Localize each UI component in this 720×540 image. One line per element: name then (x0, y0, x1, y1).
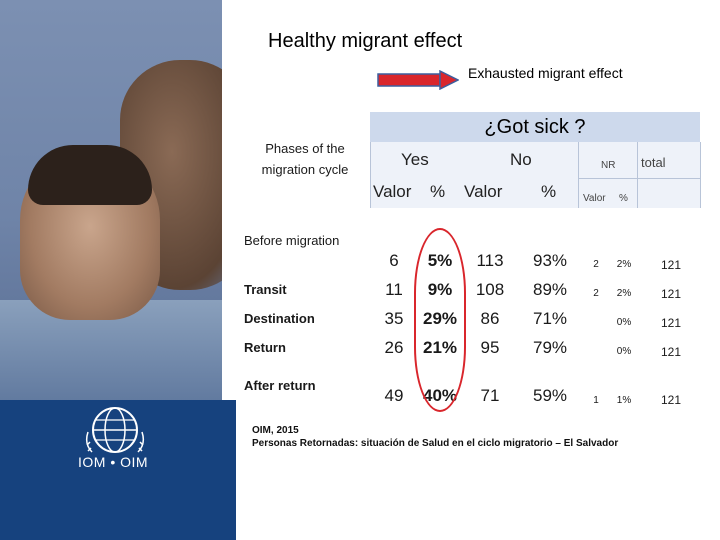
nr-valor-header: Valor (583, 193, 606, 204)
cell-no-pct: 93% (532, 251, 568, 270)
cell-yes-pct: 29% (422, 309, 458, 328)
cell-no-valor: 86 (480, 309, 500, 328)
row-header-label: Phases of the migration cycle (261, 141, 349, 177)
grid-line (370, 142, 371, 208)
grid-line (637, 142, 638, 208)
cell-no-pct: 71% (532, 309, 568, 328)
group-no-header: No (510, 150, 532, 169)
logo-text: IOM • OIM (78, 454, 149, 470)
row-label-destination: Destination (244, 311, 315, 326)
yes-pct-header: % (430, 182, 446, 201)
yes-valor-header: Valor (373, 182, 412, 201)
row-label-before-migration: Before migration (244, 233, 340, 248)
row-label-transit: Transit (244, 282, 287, 297)
group-total-header: total (641, 155, 666, 170)
row-label-return: Return (244, 340, 286, 355)
cell-yes-pct: 9% (427, 280, 453, 299)
cell-nr-pct: 2% (616, 288, 632, 299)
cell-yes-valor: 26 (384, 338, 404, 357)
arrow-right-icon (377, 70, 459, 90)
cell-yes-valor: 11 (385, 280, 403, 299)
photo-child-hair (28, 145, 152, 205)
cell-no-pct: 59% (532, 386, 568, 405)
table-header-bar (370, 112, 700, 142)
cell-total: 121 (660, 258, 682, 272)
cell-no-pct: 89% (532, 280, 568, 299)
cell-no-valor: 71 (480, 386, 500, 405)
cell-nr-pct: 1% (616, 395, 632, 406)
page-title: Healthy migrant effect (268, 30, 463, 52)
group-yes-header: Yes (401, 150, 429, 169)
cell-yes-valor: 49 (384, 386, 404, 405)
iom-globe-logo (85, 407, 145, 453)
cell-nr-valor: 1 (593, 395, 599, 406)
nr-pct-header: % (619, 193, 628, 204)
grid-line (578, 142, 579, 208)
cell-total: 121 (660, 287, 682, 301)
group-nr-header: NR (601, 160, 616, 171)
row-label-after-return: After return (244, 378, 316, 393)
sidebar-brand-panel (0, 400, 236, 540)
source-note: OIM, 2015 Personas Retornadas: situación… (252, 424, 618, 450)
cell-total: 121 (660, 345, 682, 359)
highlight-oval (414, 228, 466, 412)
page-subtitle: Exhausted migrant effect (468, 65, 623, 81)
table-main-header: ¿Got sick ? (484, 116, 586, 138)
grid-line (700, 142, 701, 208)
cell-no-valor: 108 (475, 280, 505, 299)
no-valor-header: Valor (464, 182, 503, 201)
table-subheader-area (370, 142, 700, 208)
cell-nr-valor: 2 (593, 259, 599, 270)
grid-line (578, 178, 700, 179)
cell-yes-pct: 21% (422, 338, 458, 357)
cell-no-valor: 95 (480, 338, 500, 357)
cell-total: 121 (660, 316, 682, 330)
cell-nr-pct: 0% (616, 346, 632, 357)
cell-no-valor: 113 (476, 251, 504, 270)
cell-total: 121 (660, 393, 682, 407)
no-pct-header: % (541, 182, 557, 201)
cell-nr-pct: 0% (616, 317, 632, 328)
cell-nr-valor: 2 (593, 288, 599, 299)
source-line-2: Personas Retornadas: situación de Salud … (252, 438, 619, 449)
cell-nr-pct: 2% (616, 259, 632, 270)
source-line-1: OIM, 2015 (252, 425, 299, 436)
cell-yes-valor: 35 (384, 309, 404, 328)
cell-yes-valor: 6 (389, 251, 399, 270)
cell-no-pct: 79% (532, 338, 568, 357)
